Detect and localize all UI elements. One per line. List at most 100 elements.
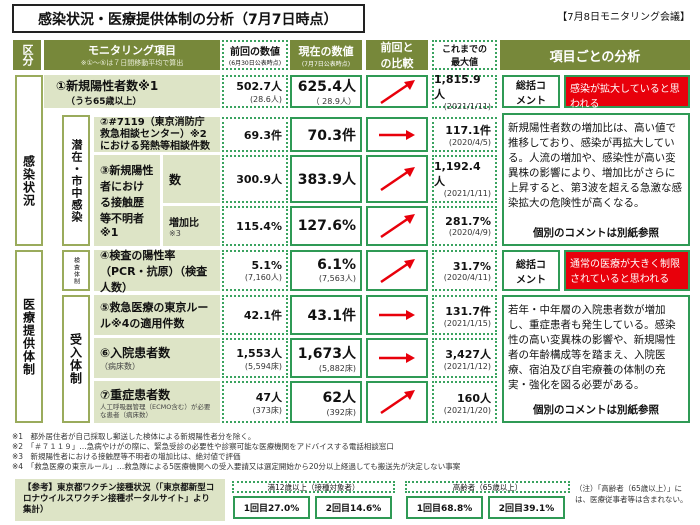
header-cur-label: 現在の数値 <box>298 44 354 58</box>
row4-label: ④検査の陽性率（PCR・抗原）（検査人数） <box>94 249 220 294</box>
header-max: これまでの最大値 <box>432 40 497 70</box>
row6-label: ⑥入院患者数 （病床数） <box>94 338 220 378</box>
vaccine-group1-header: 満12歳以上（接種対象者） <box>232 481 395 493</box>
prev-value-cell-value: 47人 <box>255 390 282 404</box>
row7-sub: 人工呼吸器管理（ECMO含む）が必要な患者（病床数） <box>100 402 211 419</box>
prev-value-cell: 502.7人 (28.6人) <box>222 75 288 108</box>
max-value-cell: 3,427人 (2021/1/12) <box>432 338 497 378</box>
arrow-up-right-icon <box>366 155 428 203</box>
current-value-cell-value: 383.9人 <box>297 172 356 188</box>
prev-value-cell: 1,553人 (5,594床) <box>222 338 288 378</box>
max-value-cell-sub: (2021/1/11) <box>443 189 491 198</box>
infection-see-attached: 個別のコメントは別紙参照 <box>533 227 659 239</box>
footnote: ※1 都外居住者が自己採取し郵送した検体による新規陽性者分を除く。 <box>12 432 256 441</box>
group-medical: 医療提供体制 <box>15 250 43 423</box>
header-analysis: 項目ごとの分析 <box>500 40 690 70</box>
max-value-cell: 117.1件 (2020/4/5) <box>432 117 497 152</box>
prev-value-cell-value: 1,553人 <box>236 346 282 360</box>
vaccine-g1-second: 2回目14.6% <box>315 496 392 519</box>
infection-analysis-box: 新規陽性者数の増加比は、高い値で推移しており、感染が再拡大している。人流の増加や… <box>502 113 690 246</box>
footnote: ※4 「救急医療の東京ルール」…救急隊による5医療機関への受入要請又は選定開始か… <box>12 462 461 471</box>
row3b-sublabel: 増加比 ※3 <box>163 206 220 246</box>
max-value-cell-value: 1,192.4人 <box>434 160 481 188</box>
current-value-cell-sub: （ 28.9人） <box>311 97 356 106</box>
max-value-cell-sub: (2020/4/9) <box>448 228 491 237</box>
prev-value-cell-sub: (373床) <box>252 405 282 415</box>
row2-label: ②#7119（東京消防庁救急相談センター）※2における発熱等相談件数 <box>94 117 220 152</box>
header-cur-note: (7月7日公表時点) <box>301 60 351 68</box>
max-value-cell: 131.7件 (2021/1/15) <box>432 295 497 335</box>
header-item-label: モニタリング項目 <box>88 44 176 57</box>
prev-value-cell: 115.4% <box>222 206 288 246</box>
row7-label: ⑦重症患者数 人工呼吸器管理（ECMO含む）が必要な患者（病床数） <box>94 381 220 423</box>
current-value-cell-sub: (5,882床) <box>318 363 356 373</box>
arrow-right-icon <box>366 117 428 152</box>
max-value-cell-value: 31.7% <box>452 259 491 273</box>
current-value-cell: 1,673人 (5,882床) <box>290 338 362 378</box>
prev-value-cell: 47人 (373床) <box>222 381 288 423</box>
vaccine-g2-first: 1回目68.8% <box>406 496 483 519</box>
arrow-up-right-icon <box>366 250 428 291</box>
header-prev-note: (6月30日公表時点) <box>228 60 282 67</box>
arrow-up-right-icon <box>366 206 428 246</box>
row3-label: ③新規陽性者における接触歴等不明者※1 <box>94 155 160 246</box>
row5-label: ⑤救急医療の東京ルール※4の適用件数 <box>94 295 220 335</box>
max-value-cell-sub: (2020/4/5) <box>448 138 491 147</box>
row3b-note: ※3 <box>169 229 181 238</box>
max-value-cell: 1,192.4人 (2021/1/11) <box>432 155 497 203</box>
infection-summary-label: 総括コメント <box>502 75 560 108</box>
medical-summary-alert: 通常の医療が大きく制限されていると思われる <box>564 250 690 291</box>
header-compare: 前回との比較 <box>366 40 428 70</box>
prev-value-cell-value: 5.1% <box>251 258 282 272</box>
prev-value-cell: 300.9人 <box>222 155 288 203</box>
current-value-cell-value: 70.3件 <box>307 127 356 144</box>
current-value-cell: 383.9人 <box>290 155 362 203</box>
row1-sub: （うち65歳以上） <box>66 96 142 107</box>
group-latent: 潜在・市中感染 <box>62 115 90 246</box>
header-item-note: ※①～⑤は７日間移動平均で算出 <box>80 59 184 67</box>
prev-value-cell: 5.1% (7,160人) <box>222 250 288 291</box>
footnotes: ※1 都外居住者が自己採取し郵送した検体による新規陽性者分を除く。 ※2 「＃７… <box>12 432 612 472</box>
vaccine-g2-second: 2回目39.1% <box>488 496 565 519</box>
page-title: 感染状況・医療提供体制の分析（7月7日時点） <box>12 4 365 33</box>
arrow-right-icon <box>366 338 428 378</box>
row1-label-text: ①新規陽性者数※1 <box>56 78 159 93</box>
infection-analysis-text: 新規陽性者数の増加比は、高い値で推移しており、感染が再拡大している。人流の増加や… <box>508 122 682 209</box>
medical-summary-label: 総括コメント <box>502 250 560 291</box>
current-value-cell-value: 1,673人 <box>297 345 356 362</box>
max-value-cell-value: 131.7件 <box>445 304 491 318</box>
max-value-cell: 1,815.9人 (2021/1/11) <box>432 72 497 111</box>
prev-value-cell-sub: (7,160人) <box>244 272 282 282</box>
current-value-cell: 43.1件 <box>290 295 362 335</box>
footnote: ※2 「＃７１１９」…急病やけがの際に、緊急受診の必要性や診察可能な医療機関をア… <box>12 442 394 451</box>
current-value-cell-sub: (392床) <box>326 407 356 417</box>
row7-label-text: ⑦重症患者数 <box>100 387 171 402</box>
group-testing: 検査体制 <box>62 250 90 291</box>
max-value-cell-sub: (2021/1/15) <box>443 318 491 328</box>
max-value-cell-sub: (2021/1/20) <box>443 405 491 415</box>
prev-value-cell: 42.1件 <box>222 295 288 335</box>
prev-value-cell-sub: (5,594床) <box>244 361 282 371</box>
prev-value-cell-sub: (28.6人) <box>249 95 282 104</box>
max-value-cell-value: 117.1件 <box>445 124 491 137</box>
prev-value-cell-value: 300.9人 <box>236 173 282 186</box>
max-value-cell-sub: (2021/1/11) <box>443 101 491 111</box>
vaccine-reference: 【参考】東京都ワクチン接種状況（「東京都新型コロナウイルスワクチン接種ポータルサ… <box>15 479 225 521</box>
meeting-label: 【7月8日モニタリング会議】 <box>557 12 690 23</box>
max-value-cell-value: 160人 <box>457 391 491 405</box>
max-value-cell: 281.7% (2020/4/9) <box>432 206 497 246</box>
vaccine-g1-first: 1回目27.0% <box>233 496 310 519</box>
current-value-cell-value: 625.4人 <box>297 79 356 95</box>
header-prev: 前回の数値 (6月30日公表時点) <box>222 40 288 70</box>
header-cur: 現在の数値 (7月7日公表時点) <box>290 40 362 70</box>
group-infection: 感染状況 <box>15 75 43 246</box>
max-value-cell-value: 281.7% <box>445 215 491 228</box>
current-value-cell-value: 6.1% <box>317 257 356 273</box>
current-value-cell: 625.4人 （ 28.9人） <box>290 75 362 108</box>
row3a-sublabel: 数 <box>163 155 220 203</box>
vaccine-group2-header: 高齢者（65歳以上） <box>405 481 570 493</box>
arrow-right-icon <box>366 295 428 335</box>
prev-value-cell-value: 69.3件 <box>243 128 282 142</box>
max-value-cell-value: 1,815.9人 <box>434 72 481 101</box>
header-kubun: 区分 <box>13 40 41 70</box>
